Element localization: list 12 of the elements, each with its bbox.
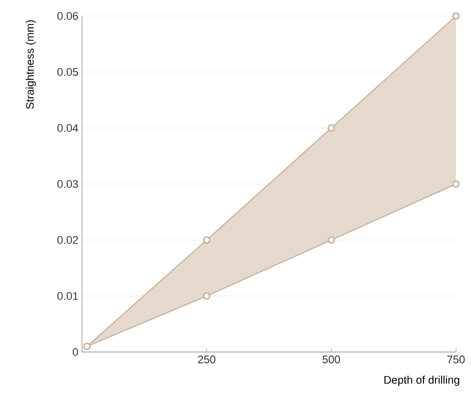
- y-tick-label: 0.02: [57, 236, 78, 244]
- y-tick-label: 0.01: [57, 292, 78, 300]
- x-tick-label: 250: [198, 356, 216, 364]
- y-tick-label: 0.03: [57, 180, 78, 188]
- x-tick-label: 750: [447, 356, 465, 364]
- y-tick-label: 0.05: [57, 68, 78, 76]
- y-axis-title: Straightness (mm): [26, 20, 36, 109]
- y-tick-label: 0.04: [57, 124, 78, 132]
- y-tick-label: 0.06: [57, 12, 78, 20]
- y-tick-label: 0: [72, 348, 78, 356]
- x-tick-label: 500: [322, 356, 340, 364]
- x-axis-title: Depth of drilling: [384, 376, 460, 386]
